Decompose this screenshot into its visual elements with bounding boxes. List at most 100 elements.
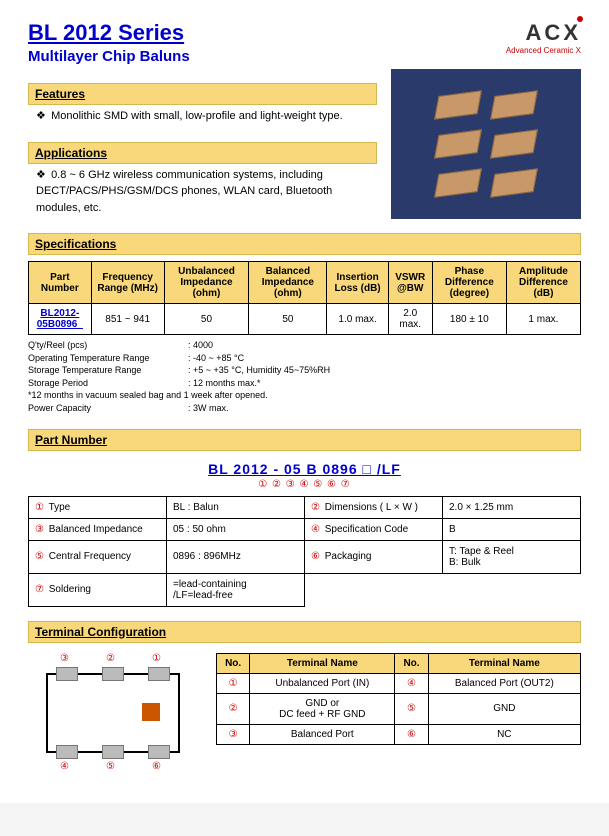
pn-label: ③ Balanced Impedance [29,518,167,540]
terminal-num: ⑤ [106,761,115,772]
logo-main-text: ACX [526,20,581,45]
term-no: ③ [217,724,250,744]
col-vswr: VSWR @BW [388,262,432,304]
terminal-pad-icon [56,667,78,681]
part-number-heading: Part Number [28,429,581,451]
pn-val: BL : Balun [167,496,305,518]
terminal-table: No. Terminal Name No. Terminal Name ①Unb… [216,653,581,745]
term-no: ⑥ [395,724,428,744]
chip-icon [490,169,538,199]
terminal-pad-icon [148,745,170,759]
note-label: Power Capacity [28,402,188,415]
feature-text: Monolithic SMD with small, low-profile a… [51,110,343,122]
pn-label: ⑥ Packaging [305,540,443,573]
note-val: : +5 ~ +35 °C, Humidity 45~75%RH [188,364,330,377]
spec-notes: Q'ty/Reel (pcs): 4000 Operating Temperat… [28,339,581,415]
features-applications-row: Features ❖ Monolithic SMD with small, lo… [28,69,581,219]
terminal-config-heading: Terminal Configuration [28,621,581,643]
terminal-diagram: ③ ② ① ④ ⑤ ⑥ [28,653,198,773]
terminal-num: ④ [60,761,69,772]
table-row: ①Unbalanced Port (IN)④Balanced Port (OUT… [217,673,581,693]
pn-val: 2.0 × 1.25 mm [443,496,581,518]
col-freq: Frequency Range (MHz) [91,262,164,304]
col-name: Terminal Name [428,653,580,673]
term-name: NC [428,724,580,744]
cell-iloss: 1.0 max. [327,304,388,335]
note-val: : 12 months max.* [188,377,261,390]
note-label: Storage Temperature Range [28,364,188,377]
terminal-num: ① [152,653,161,664]
term-no: ④ [395,673,428,693]
pn-breakdown-parts: BL 2012 - 05 B 0896 □ /LF [28,461,581,477]
table-row: BL2012-05B0896_ 851 ~ 941 50 50 1.0 max.… [29,304,581,335]
table-row: ① TypeBL : Balun② Dimensions ( L × W )2.… [29,496,581,518]
col-name: Terminal Name [250,653,395,673]
table-row: ③Balanced Port⑥NC [217,724,581,744]
term-name: GND or DC feed + RF GND [250,693,395,724]
logo-dot-icon [577,16,583,22]
table-row: ③ Balanced Impedance05 : 50 ohm④ Specifi… [29,518,581,540]
terminal-pad-icon [148,667,170,681]
cell-phase: 180 ± 10 [432,304,506,335]
term-name: GND [428,693,580,724]
term-name: Balanced Port (OUT2) [428,673,580,693]
bullet-icon: ❖ [36,108,48,125]
cell-bal: 50 [249,304,327,335]
chip-icon [434,129,482,159]
features-heading: Features [28,83,377,105]
note-label: Operating Temperature Range [28,352,188,365]
chip-icon [490,129,538,159]
pn-val: B [443,518,581,540]
features-applications-col: Features ❖ Monolithic SMD with small, lo… [28,69,377,219]
application-text: 0.8 ~ 6 GHz wireless communication syste… [36,169,332,214]
col-part-number: Part Number [29,262,92,304]
applications-heading: Applications [28,142,377,164]
pn-breakdown-nums: ① ② ③ ④ ⑤ ⑥ ⑦ [28,479,581,490]
table-header-row: No. Terminal Name No. Terminal Name [217,653,581,673]
orientation-mark-icon [142,703,160,721]
term-no: ⑤ [395,693,428,724]
table-row: ②GND or DC feed + RF GND⑤GND [217,693,581,724]
logo-subtext: Advanced Ceramic X [506,46,581,55]
term-name: Balanced Port [250,724,395,744]
series-title: BL 2012 Series [28,20,190,46]
pn-val: 0896 : 896MHz [167,540,305,573]
term-no: ① [217,673,250,693]
chip-icon [490,90,538,120]
terminal-pad-icon [102,667,124,681]
col-amp: Amplitude Difference (dB) [506,262,580,304]
terminal-pad-icon [56,745,78,759]
cell-amp: 1 max. [506,304,580,335]
pn-val: =lead-containing /LF=lead-free [167,573,305,606]
note-val: : -40 ~ +85 °C [188,352,244,365]
note-label: Storage Period [28,377,188,390]
table-row: ⑦ Soldering =lead-containing /LF=lead-fr… [29,573,581,606]
product-image [391,69,581,219]
terminal-pad-icon [102,745,124,759]
datasheet-page: BL 2012 Series Multilayer Chip Baluns AC… [0,0,609,803]
table-row: ⑤ Central Frequency0896 : 896MHz⑥ Packag… [29,540,581,573]
bullet-icon: ❖ [36,167,48,184]
pn-label: ⑦ Soldering [29,573,167,606]
col-phase: Phase Difference (degree) [432,262,506,304]
pn-label: ② Dimensions ( L × W ) [305,496,443,518]
terminal-num: ② [106,653,115,664]
pn-label: ⑤ Central Frequency [29,540,167,573]
part-number-link[interactable]: BL2012-05B0896_ [37,308,83,330]
chip-icon [434,169,482,199]
pn-label: ④ Specification Code [305,518,443,540]
terminal-num: ⑥ [152,761,161,772]
col-bal: Balanced Impedance (ohm) [249,262,327,304]
title-block: BL 2012 Series Multilayer Chip Baluns [28,20,190,65]
table-header-row: Part Number Frequency Range (MHz) Unbala… [29,262,581,304]
logo: ACX Advanced Ceramic X [506,20,581,55]
col-unbal: Unbalanced Impedance (ohm) [164,262,249,304]
spec-table: Part Number Frequency Range (MHz) Unbala… [28,261,581,335]
application-item: ❖ 0.8 ~ 6 GHz wireless communication sys… [28,164,377,220]
pn-val: T: Tape & Reel B: Bulk [443,540,581,573]
col-no: No. [395,653,428,673]
cell-unbal: 50 [164,304,249,335]
cell-pn: BL2012-05B0896_ [29,304,92,335]
chip-icon [434,90,482,120]
part-number-table: ① TypeBL : Balun② Dimensions ( L × W )2.… [28,496,581,607]
